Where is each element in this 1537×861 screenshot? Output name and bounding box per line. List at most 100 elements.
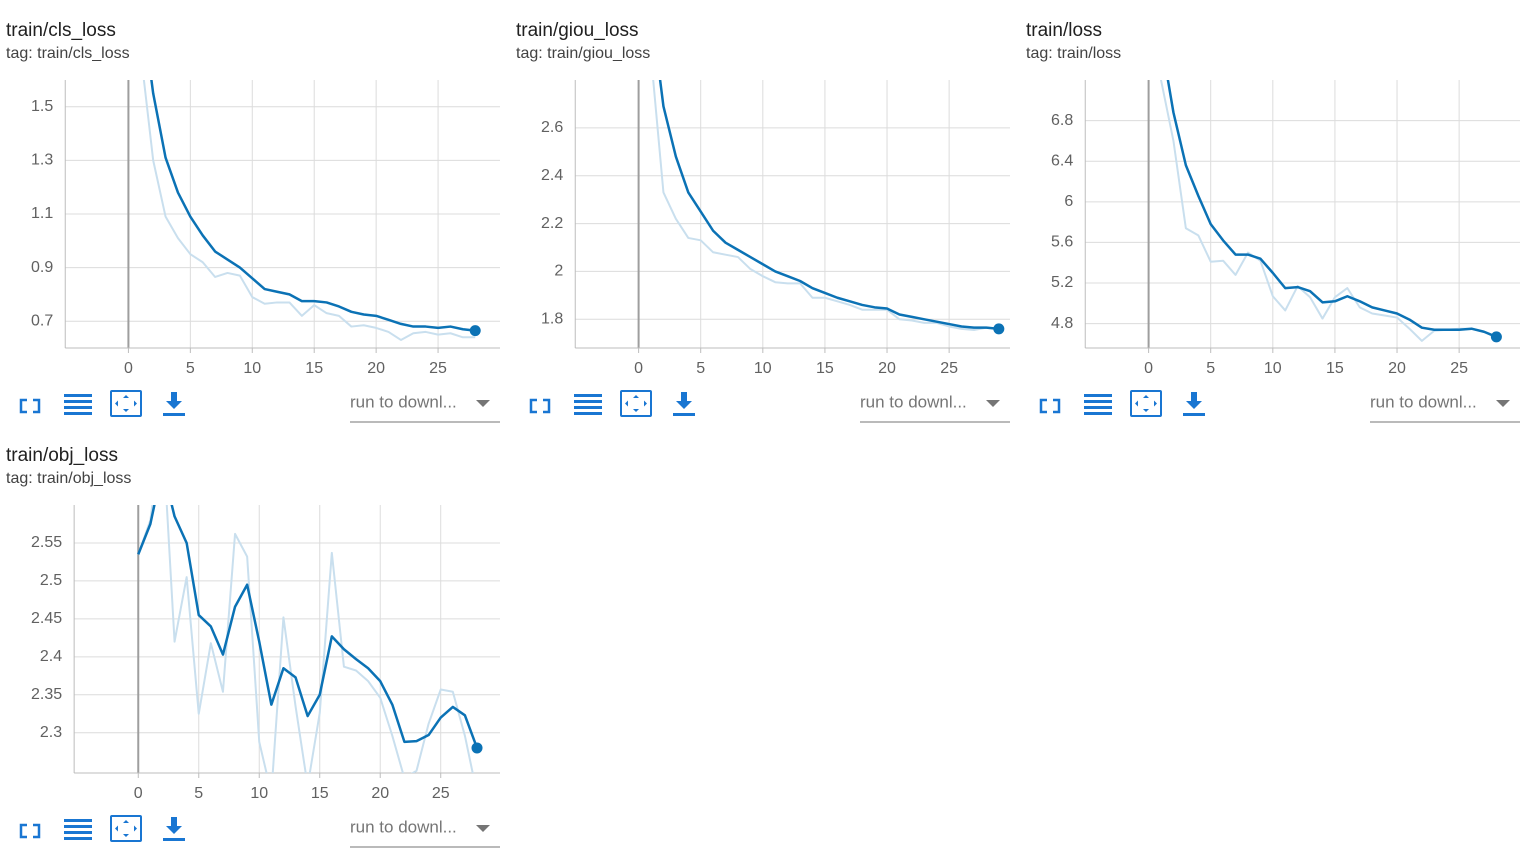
grid xyxy=(74,505,500,773)
download-button[interactable] xyxy=(163,817,185,841)
icon xyxy=(19,823,41,839)
x-tick-label: 10 xyxy=(754,360,772,377)
chart-card: train/loss tag: train/loss 4.8 5.2 5.6 6 6.4 6.… xyxy=(1026,20,1520,423)
y-tick-label: 2.35 xyxy=(31,686,62,703)
icon xyxy=(163,413,185,416)
x-tick-label: 10 xyxy=(243,360,261,377)
icon xyxy=(64,406,92,409)
run-dropdown[interactable]: run to downl... xyxy=(350,392,500,423)
fullscreen-button[interactable] xyxy=(1039,398,1061,414)
x-tick-label: 5 xyxy=(696,360,705,377)
icon xyxy=(115,820,137,837)
end-marker xyxy=(993,323,1005,335)
icon xyxy=(1084,400,1112,403)
dropdown-label: run to downl... xyxy=(350,817,457,836)
icon xyxy=(1186,392,1202,409)
x-tick-label: 5 xyxy=(194,785,203,802)
fit-domain-button[interactable] xyxy=(620,390,652,417)
y-tick-label: 1.8 xyxy=(541,311,563,328)
y-tick-label: 4.8 xyxy=(1051,315,1073,332)
chart-title: train/cls_loss xyxy=(6,20,116,41)
fit-domain-button[interactable] xyxy=(110,390,142,417)
download-button[interactable] xyxy=(673,392,695,416)
dropdown-label: run to downl... xyxy=(1370,392,1477,411)
fit-domain-button[interactable] xyxy=(110,815,142,842)
download-button[interactable] xyxy=(1183,392,1205,416)
icon xyxy=(620,390,652,417)
x-tick-label: 15 xyxy=(816,360,834,377)
x-tick-label: 10 xyxy=(250,785,268,802)
x-tick-label: 0 xyxy=(134,785,143,802)
icon xyxy=(574,412,602,415)
icon xyxy=(1084,412,1112,415)
toggle-log-button[interactable] xyxy=(64,394,92,415)
icon xyxy=(1130,390,1162,417)
dropdown-label: run to downl... xyxy=(860,392,967,411)
x-tick-label: 15 xyxy=(1326,360,1344,377)
y-tick-label: 1.1 xyxy=(31,205,53,222)
grid xyxy=(65,80,500,348)
icon xyxy=(574,394,602,397)
run-dropdown[interactable]: run to downl... xyxy=(1370,392,1520,423)
y-tick-label: 2.4 xyxy=(40,648,62,665)
fullscreen-button[interactable] xyxy=(19,823,41,839)
x-tick-label: 25 xyxy=(429,360,447,377)
toggle-log-button[interactable] xyxy=(64,819,92,840)
dropdown-caret xyxy=(986,400,1000,407)
chart-title: train/loss xyxy=(1026,20,1102,41)
x-tick-label: 25 xyxy=(940,360,958,377)
icon xyxy=(1039,398,1061,414)
run-dropdown[interactable]: run to downl... xyxy=(350,817,500,848)
series-line xyxy=(137,505,479,749)
icon xyxy=(64,831,92,834)
x-tick-label: 15 xyxy=(311,785,329,802)
fit-domain-button[interactable] xyxy=(1130,390,1162,417)
y-tick-label: 2.55 xyxy=(31,534,62,551)
icon xyxy=(64,412,92,415)
x-tick-label: 0 xyxy=(1144,360,1153,377)
fullscreen-button[interactable] xyxy=(19,398,41,414)
y-tick-label: 1.3 xyxy=(31,152,53,169)
icon xyxy=(673,413,695,416)
icon xyxy=(64,819,92,822)
icon xyxy=(64,837,92,840)
icon xyxy=(166,817,182,834)
series-line xyxy=(1160,80,1497,342)
x-tick-label: 5 xyxy=(186,360,195,377)
icon xyxy=(1183,413,1205,416)
x-tick-label: 15 xyxy=(305,360,323,377)
y-tick-label: 6 xyxy=(1064,193,1073,210)
run-dropdown[interactable]: run to downl... xyxy=(860,392,1010,423)
chart-card: train/obj_loss tag: train/obj_loss 2.3 2.35… xyxy=(6,445,500,848)
series-line xyxy=(150,80,476,332)
icon xyxy=(110,815,142,842)
icon xyxy=(115,395,137,412)
y-tick-label: 2 xyxy=(554,263,563,280)
plot-lines xyxy=(652,80,999,332)
y-tick-label: 1.5 xyxy=(31,98,53,115)
fullscreen-button[interactable] xyxy=(529,398,551,414)
icon xyxy=(529,398,551,414)
end-marker xyxy=(1490,331,1502,343)
chart-card: train/giou_loss tag: train/giou_loss 1.8 2 2… xyxy=(516,20,1010,423)
series-line xyxy=(142,80,476,341)
toggle-log-button[interactable] xyxy=(1084,394,1112,415)
icon xyxy=(625,395,647,412)
chart-title: train/obj_loss xyxy=(6,445,118,466)
chart-subtitle: tag: train/loss xyxy=(1026,45,1121,62)
chart-title: train/giou_loss xyxy=(516,20,639,41)
download-button[interactable] xyxy=(163,392,185,416)
plot-lines xyxy=(142,80,476,341)
x-tick-label: 20 xyxy=(878,360,896,377)
toggle-log-button[interactable] xyxy=(574,394,602,415)
grid xyxy=(575,80,1010,348)
y-tick-label: 6.8 xyxy=(1051,112,1073,129)
dropdown-caret xyxy=(1496,400,1510,407)
icon xyxy=(166,392,182,409)
series-line xyxy=(652,80,999,332)
y-tick-label: 5.6 xyxy=(1051,234,1073,251)
y-tick-label: 5.2 xyxy=(1051,274,1073,291)
y-tick-label: 2.5 xyxy=(40,572,62,589)
x-tick-label: 25 xyxy=(1450,360,1468,377)
